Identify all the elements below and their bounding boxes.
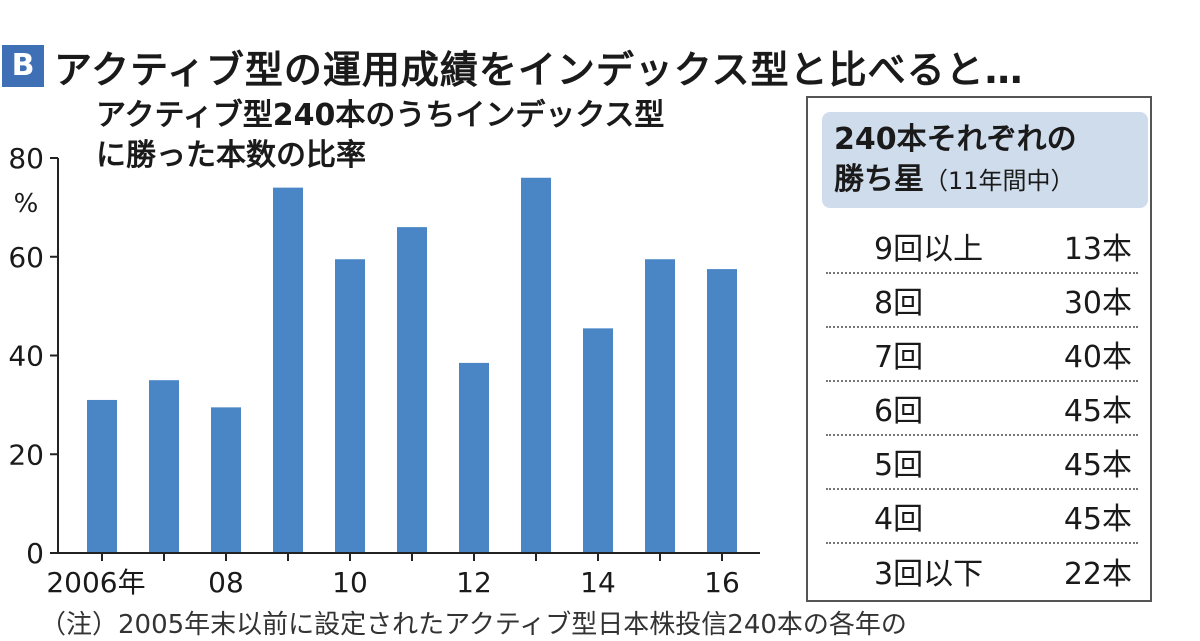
chart-title: アクティブ型240本のうちインデックス型 に勝った本数の比率 bbox=[96, 96, 664, 176]
panel-row-label: 7回 bbox=[874, 340, 924, 375]
bar bbox=[335, 259, 365, 553]
panel-row: 3回以下 22本 bbox=[826, 544, 1138, 598]
bar bbox=[87, 399, 117, 553]
x-tick-label: 14 bbox=[580, 566, 616, 599]
x-tick-label: 10 bbox=[332, 566, 368, 599]
chart-title-line1: アクティブ型240本のうちインデックス型 bbox=[96, 98, 665, 133]
panel-title-line1: 240本それぞれの bbox=[834, 122, 1077, 157]
footnote: （注）2005年末以前に設定されたアクティブ型日本株投信240本の各年の bbox=[40, 610, 907, 640]
panel-rows: 9回以上 13本 8回 30本 7回 40本 6回 45本 5回 45本 4回 45本 3回以下 22本 bbox=[826, 220, 1138, 598]
y-tick-label: 0 bbox=[26, 537, 44, 570]
y-tick-label: 60 bbox=[8, 241, 44, 274]
x-tick-label: 16 bbox=[704, 566, 740, 599]
panel-title-sub: （11年間中） bbox=[924, 167, 1075, 195]
x-tick-label: 08 bbox=[208, 566, 244, 599]
panel-row-label: 8回 bbox=[874, 286, 924, 321]
y-tick-label: 20 bbox=[8, 438, 44, 471]
x-tick-label: 2006年 bbox=[46, 566, 145, 599]
y-tick-label: 40 bbox=[8, 340, 44, 373]
chart-title-line2: に勝った本数の比率 bbox=[96, 138, 366, 173]
panel-row-value: 13本 bbox=[1063, 232, 1132, 267]
panel-row-value: 45本 bbox=[1063, 394, 1132, 429]
panel-row-value: 22本 bbox=[1063, 557, 1132, 592]
panel-row-value: 30本 bbox=[1063, 286, 1132, 321]
panel-row-value: 45本 bbox=[1063, 448, 1132, 483]
bar bbox=[211, 407, 241, 553]
panel-row-label: 6回 bbox=[874, 394, 924, 429]
panel-row-label: 5回 bbox=[874, 448, 924, 483]
bar bbox=[459, 362, 489, 553]
panel-header: 240本それぞれの 勝ち星（11年間中） bbox=[822, 112, 1148, 208]
panel-title-main: 勝ち星 bbox=[834, 162, 924, 197]
bar-chart: 0 20 40 60 80% 2006年 08 10 12 14 16 bbox=[8, 142, 760, 599]
panel-row: 5回 45本 bbox=[826, 436, 1138, 490]
panel-row: 8回 30本 bbox=[826, 274, 1138, 328]
panel-row: 9回以上 13本 bbox=[826, 220, 1138, 274]
y-tick-label: 80 bbox=[8, 142, 44, 175]
panel-row: 7回 40本 bbox=[826, 328, 1138, 382]
main-title: アクティブ型の運用成績をインデックス型と比べると… bbox=[54, 47, 1024, 92]
bar bbox=[707, 269, 737, 553]
bar bbox=[645, 259, 675, 553]
header: B アクティブ型の運用成績をインデックス型と比べると… bbox=[0, 40, 1024, 92]
section-badge: B bbox=[2, 45, 44, 87]
panel-row: 4回 45本 bbox=[826, 490, 1138, 544]
bar bbox=[397, 227, 427, 553]
panel-row-label: 3回以下 bbox=[874, 557, 984, 592]
x-tick-label: 12 bbox=[456, 566, 492, 599]
y-unit-label: % bbox=[14, 189, 39, 219]
bar bbox=[521, 177, 551, 553]
bar bbox=[273, 187, 303, 553]
panel-row-label: 4回 bbox=[874, 502, 924, 537]
panel-row-value: 40本 bbox=[1063, 340, 1132, 375]
bar bbox=[583, 328, 613, 553]
bar bbox=[149, 380, 179, 553]
panel-row-value: 45本 bbox=[1063, 502, 1132, 537]
panel-row-label: 9回以上 bbox=[874, 232, 984, 267]
panel-title-line2: 勝ち星（11年間中） bbox=[834, 160, 1136, 204]
panel-row: 6回 45本 bbox=[826, 382, 1138, 436]
win-count-panel: 240本それぞれの 勝ち星（11年間中） 9回以上 13本 8回 30本 7回 40本 6回… bbox=[806, 96, 1152, 602]
